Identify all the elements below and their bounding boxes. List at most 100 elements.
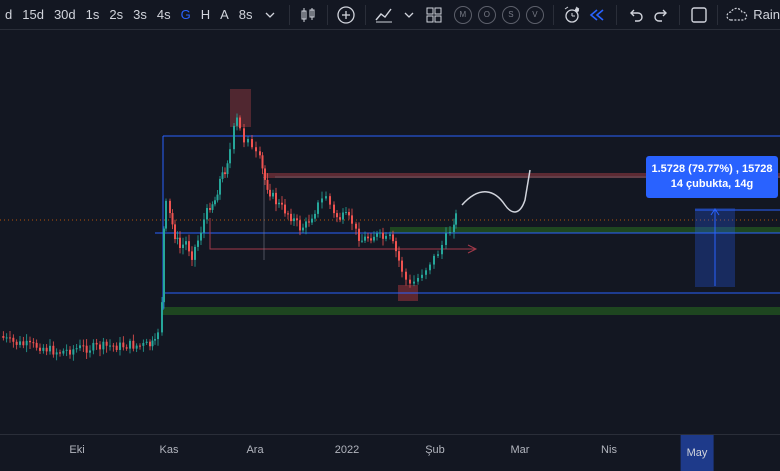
toolbar-divider (717, 4, 719, 25)
circle-button-s[interactable]: S (501, 5, 520, 24)
add-indicator-icon[interactable] (334, 0, 359, 29)
candle-body (194, 246, 196, 260)
interval-button-a[interactable]: A (220, 7, 229, 22)
candle-body (165, 200, 167, 229)
candle-body (32, 342, 35, 344)
candle-body (401, 260, 403, 272)
candle-body (305, 221, 307, 228)
toolbar-divider (616, 4, 617, 25)
candle-body (395, 241, 397, 252)
circle-button-o[interactable]: O (477, 5, 496, 24)
candle-body (211, 204, 214, 210)
candle-body (139, 345, 141, 347)
candle-body (151, 340, 154, 347)
interval-button-4s[interactable]: 4s (156, 7, 171, 22)
candle-body (75, 348, 78, 350)
indicators-chart-icon[interactable] (372, 0, 397, 29)
candle-body (339, 217, 341, 220)
candle-body (142, 342, 145, 346)
candle-body (358, 228, 360, 241)
candle-body (333, 204, 335, 214)
candle-body (429, 264, 431, 271)
time-axis[interactable]: Eki Kas Ara 2022 Şub Mar Nis May (0, 434, 780, 471)
candle-body (39, 347, 41, 351)
candle-body (102, 341, 105, 350)
candle-body (149, 341, 151, 347)
candle-body (72, 349, 75, 355)
candle-body (259, 151, 261, 156)
time-axis-label: May (680, 435, 714, 471)
interval-button-30d[interactable]: 30d (53, 7, 76, 22)
candle-body (308, 221, 310, 223)
circle-button-m[interactable]: M (453, 5, 472, 24)
fullscreen-square-icon[interactable] (686, 0, 711, 29)
interval-button-g[interactable]: G (180, 7, 191, 22)
time-axis-label: Kas (159, 444, 179, 456)
replay-rewind-icon[interactable] (585, 0, 610, 29)
measure-line-1: 1.5728 (79.77%) , 15728 (651, 163, 773, 175)
measure-arrow-head (710, 208, 720, 216)
undo-icon[interactable] (623, 0, 648, 29)
top-highlight (230, 89, 251, 127)
candle-body (437, 254, 439, 256)
candle-body (329, 196, 331, 205)
projection-arrow-head (467, 244, 478, 254)
interval-button-8s[interactable]: 8s (238, 7, 253, 22)
interval-button-h[interactable]: H (200, 7, 211, 22)
projection-path-line (209, 218, 475, 250)
indicators-chevron-icon[interactable] (397, 0, 422, 29)
candle-style-icon[interactable] (296, 0, 321, 29)
candle-body (409, 279, 411, 284)
interval-button-2s[interactable]: 2s (109, 7, 124, 22)
candle-body (255, 147, 257, 152)
candle-body (163, 228, 165, 303)
circle-button-v[interactable]: V (525, 5, 544, 24)
candle-body (266, 179, 269, 190)
candle-body (125, 347, 128, 349)
interval-button-3s[interactable]: 3s (133, 7, 147, 22)
interval-button-d[interactable]: d (5, 7, 13, 22)
measure-line-2: 14 çubukta, 14g (670, 178, 754, 190)
candle-body (275, 192, 277, 205)
support-zone-mid (390, 227, 780, 233)
interval-button-1s[interactable]: 1s (85, 7, 100, 22)
price-chart[interactable] (0, 30, 780, 434)
candle-body (239, 117, 241, 129)
candle-body (197, 240, 199, 247)
candle-body (229, 149, 231, 164)
interval-dropdown-chevron-icon[interactable] (258, 0, 283, 29)
interval-button-15d[interactable]: 15d (22, 7, 44, 22)
candle-body (219, 178, 221, 195)
candle-body (85, 345, 88, 353)
candle-body (169, 200, 171, 214)
candle-body (293, 218, 295, 222)
candle-body (376, 233, 378, 237)
candle-body (243, 128, 245, 143)
candle-body (278, 202, 280, 205)
redo-icon[interactable] (648, 0, 673, 29)
candle-body (364, 236, 366, 241)
candle-body (62, 350, 65, 354)
candle-body (236, 117, 238, 126)
time-axis-label: Nis (601, 444, 617, 456)
candle-body (284, 204, 286, 214)
candle-body (272, 192, 274, 197)
candle-body (35, 342, 38, 348)
candle-body (389, 234, 391, 236)
candle-body (385, 235, 387, 239)
candle-body (269, 189, 271, 197)
candle-body (299, 220, 301, 231)
candle-body (135, 345, 138, 349)
candle-body (145, 341, 148, 343)
layout-grid-icon[interactable] (422, 0, 447, 29)
candle-body (59, 352, 61, 354)
time-axis-label: Ara (246, 444, 264, 456)
candle-body (361, 240, 363, 242)
rain-label[interactable]: Rain (753, 7, 780, 22)
cloud-icon[interactable] (724, 0, 749, 29)
candle-body (379, 232, 381, 234)
alarm-clock-icon[interactable] (560, 0, 585, 29)
candle-body (2, 336, 5, 338)
candle-body (214, 200, 216, 205)
